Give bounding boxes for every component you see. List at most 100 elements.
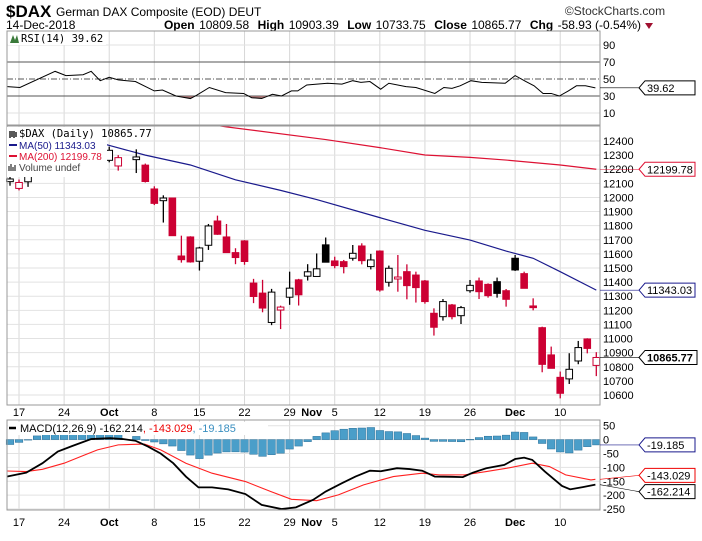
date-axis-bottom-label: 8 <box>151 517 157 529</box>
volume-legend-text: Volume undef <box>19 163 80 174</box>
histogram-bar <box>213 439 222 454</box>
candle-body <box>403 271 411 287</box>
histogram-bar <box>420 437 429 440</box>
macd-legend: MACD(12,26,9) -162.214, -143.029, -19.18… <box>8 422 268 435</box>
candle-body <box>249 282 258 297</box>
rsi-ytick-label: 30 <box>603 91 615 103</box>
candle-body <box>394 276 402 280</box>
chart-header: $DAX German DAX Composite (EOD) DEUT ©St… <box>6 2 665 32</box>
candle <box>457 305 465 325</box>
high-value: 10903.39 <box>289 18 339 32</box>
price-ytick-label: 12100 <box>603 178 634 190</box>
histogram-bar <box>565 439 574 454</box>
candle <box>339 259 348 274</box>
candle-body <box>276 306 285 311</box>
price-ytick-label: 10900 <box>603 348 634 360</box>
low-label: Low <box>347 18 372 32</box>
rsi-legend: RSI(14) 39.62 <box>8 32 106 45</box>
date-axis-bottom: 17 24 Oct 8 15 22 29 Nov 5 12 19 26 Dec 10 <box>13 517 566 529</box>
price-frame <box>6 125 601 406</box>
ma50-tag-label: 11343.03 <box>647 285 692 297</box>
macd-frame <box>6 419 601 511</box>
candle-body <box>294 279 303 296</box>
date-axis-bottom-label: 10 <box>554 517 566 529</box>
close-label: Close <box>434 18 467 32</box>
open-label: Open <box>164 18 195 32</box>
histogram-bar <box>5 439 15 445</box>
histogram-bar <box>556 439 565 453</box>
candle-body <box>6 178 14 183</box>
candle <box>249 278 258 304</box>
macd-legend-sep2: , <box>192 423 195 435</box>
rsi-line <box>7 70 596 100</box>
macd-tag-label: -162.214 <box>647 487 690 499</box>
candle <box>231 248 240 265</box>
candle <box>421 279 429 304</box>
macd-ytick-label: -50 <box>603 448 619 460</box>
candle <box>394 255 402 292</box>
ma200-tag-box <box>638 161 696 177</box>
price-ytick-label: 12400 <box>603 136 634 148</box>
candle <box>321 237 330 263</box>
candle-body <box>15 181 23 189</box>
signal-tag-box <box>638 467 696 483</box>
candle <box>367 253 375 270</box>
histogram-bar <box>186 439 195 456</box>
histogram-bar <box>411 435 420 440</box>
close-tag-label: 10865.77 <box>647 352 693 364</box>
candle-body <box>303 271 312 277</box>
rsi-frame <box>6 30 601 126</box>
date-axis-top-label: 22 <box>238 407 250 419</box>
date-axis-top-label: 19 <box>419 407 431 419</box>
candle <box>592 352 601 377</box>
macd-tag-box <box>638 484 696 500</box>
candle <box>312 253 321 277</box>
candle <box>376 250 384 292</box>
candle <box>6 176 14 186</box>
candle <box>439 299 447 321</box>
candle <box>276 305 285 330</box>
candle <box>132 149 141 174</box>
candle-body <box>150 188 159 204</box>
candle-body <box>141 164 150 182</box>
date-axis-bottom-label: 24 <box>58 517 70 529</box>
candle-body <box>114 157 123 167</box>
price-ytick-label: 11800 <box>603 221 633 233</box>
date-axis-bottom-label: 29 <box>283 517 295 529</box>
signal-line <box>7 443 596 502</box>
macd-ytick-label: -200 <box>603 490 625 502</box>
candle <box>385 265 393 287</box>
histogram-bar <box>348 428 357 440</box>
candle-body <box>348 252 357 259</box>
price-ytick-label: 11500 <box>603 263 633 275</box>
macd-legend-sep1: , <box>143 423 146 435</box>
candle-body <box>538 327 546 365</box>
candle <box>294 278 303 306</box>
price-ytick-label: 10700 <box>603 376 634 388</box>
histogram-bar <box>438 439 448 442</box>
histogram-bar <box>249 439 258 455</box>
date-axis-bottom-label: 19 <box>419 517 431 529</box>
candle <box>502 289 510 307</box>
candle-body <box>321 244 330 263</box>
high-label: High <box>258 18 285 32</box>
candle-body <box>466 284 474 292</box>
price-ytick-label: 10600 <box>603 390 634 402</box>
candle <box>574 340 583 365</box>
histogram-bar <box>547 439 556 450</box>
candle-body <box>231 252 240 259</box>
histogram-bar <box>303 439 312 442</box>
candle <box>258 279 267 313</box>
histogram-bar <box>159 439 168 445</box>
date-axis-top-label: 26 <box>464 407 476 419</box>
histogram-bar <box>177 439 186 451</box>
candle-body <box>222 236 231 254</box>
candle <box>285 271 294 305</box>
price-ytick-label: 11100 <box>603 319 632 331</box>
date-axis-bottom-label: Nov <box>301 517 323 529</box>
security-name: German DAX Composite (EOD) DEUT <box>56 5 262 19</box>
ma50-legend-text: MA(50) 11343.03 <box>19 141 96 152</box>
candle <box>547 346 556 369</box>
date-axis-bottom-label: Oct <box>100 517 119 529</box>
price-panel: 12400 12300 12200 12100 12000 11900 11800 11700… <box>6 125 698 406</box>
